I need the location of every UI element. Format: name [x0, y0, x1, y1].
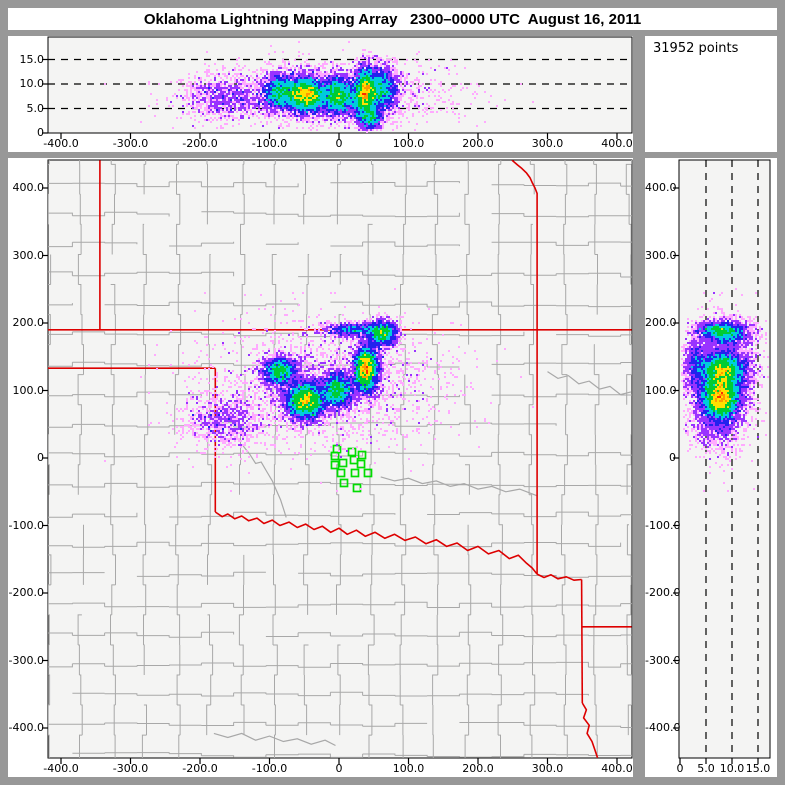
tick-label: 5.0 — [26, 101, 45, 115]
tick-label: 100.0 — [12, 383, 45, 397]
window-title: Oklahoma Lightning Mapping Array 2300–00… — [143, 10, 642, 28]
tick-label: 400.0 — [12, 181, 45, 194]
points-count-label: 31952 points — [653, 41, 739, 56]
tick-label: 0 — [335, 762, 343, 775]
tick-label: -200.0 — [182, 762, 218, 775]
tick-label: -300.0 — [645, 653, 681, 667]
tick-label: -100.0 — [645, 518, 681, 532]
tick-label: -100.0 — [251, 762, 288, 775]
tick-label: 10.0 — [719, 762, 745, 775]
tick-label: -200.0 — [8, 586, 44, 599]
tick-label: -400.0 — [8, 721, 44, 734]
tick-label: -200.0 — [182, 137, 218, 150]
tick-label: -300.0 — [112, 137, 149, 150]
tick-label: 300.0 — [12, 248, 45, 262]
tick-label: 100.0 — [645, 383, 677, 397]
tick-label: 0 — [669, 451, 676, 464]
points-count-box: 31952 points — [645, 36, 777, 152]
tick-label: -300.0 — [112, 762, 149, 775]
tick-label: 15.0 — [745, 762, 771, 775]
altitude-ew-density-plot[interactable] — [48, 37, 632, 133]
tick-label: 0 — [37, 451, 44, 464]
tick-label: 5.0 — [697, 762, 715, 775]
tick-label: -400.0 — [645, 721, 681, 734]
tick-label: 300.0 — [531, 762, 564, 775]
plan-view-map-panel: 400.0 300.0 200.0 100.0 0 -100.0 -200.0 -300.0 -… — [8, 158, 633, 777]
tick-label: 300.0 — [531, 137, 564, 150]
tick-label: 0 — [37, 126, 44, 139]
tick-label: 400.0 — [601, 762, 633, 775]
tick-label: 200.0 — [12, 316, 45, 329]
tick-label: -400.0 — [43, 137, 79, 150]
tick-label: 200.0 — [462, 762, 494, 775]
tick-label: -200.0 — [645, 586, 681, 599]
tick-label: 300.0 — [645, 248, 677, 262]
title-bar: Oklahoma Lightning Mapping Array 2300–00… — [8, 8, 777, 30]
tick-label: 0 — [676, 762, 684, 775]
tick-label: -100.0 — [8, 518, 44, 532]
tick-label: 10.0 — [19, 77, 45, 90]
tick-label: 100.0 — [392, 762, 425, 775]
northsouth-vs-altitude-panel: 400.0 300.0 200.0 100.0 0 -100.0 -200.0 -300.0 -… — [645, 158, 777, 777]
tick-label: 200.0 — [462, 137, 494, 150]
tick-label: 0 — [335, 137, 343, 150]
tick-label: -300.0 — [8, 653, 44, 667]
ns-altitude-density-plot[interactable] — [679, 160, 770, 758]
tick-label: 15.0 — [19, 52, 45, 66]
tick-label: 400.0 — [645, 181, 677, 194]
tick-label: -100.0 — [251, 137, 288, 150]
tick-label: 200.0 — [645, 316, 677, 329]
tick-label: 100.0 — [392, 137, 425, 150]
tick-label: -400.0 — [43, 762, 79, 775]
tick-label: 400.0 — [601, 137, 633, 150]
plan-view-density-plot[interactable] — [48, 160, 632, 758]
altitude-vs-eastwest-panel: 15.0 10.0 5.0 0 -400.0 -300.0 -200.0 -100.0 0 100… — [8, 36, 633, 152]
